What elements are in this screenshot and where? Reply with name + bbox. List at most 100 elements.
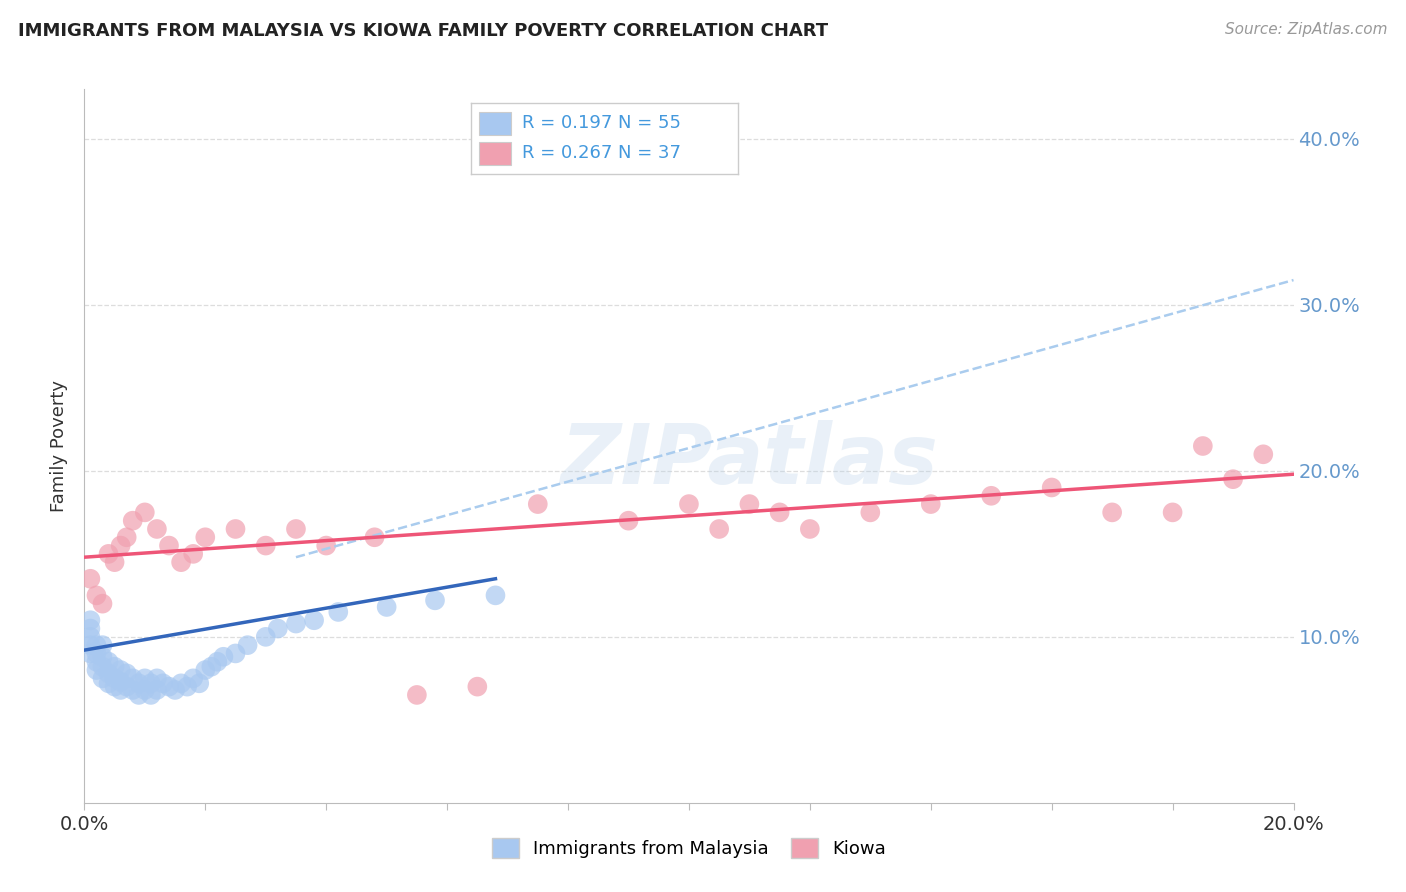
Point xyxy=(980,489,1002,503)
Point xyxy=(121,671,143,685)
Point xyxy=(188,676,211,690)
Point xyxy=(678,497,700,511)
Point xyxy=(1040,481,1063,495)
Point xyxy=(165,682,187,697)
Point xyxy=(181,547,204,561)
Text: IMMIGRANTS FROM MALAYSIA VS KIOWA FAMILY POVERTY CORRELATION CHART: IMMIGRANTS FROM MALAYSIA VS KIOWA FAMILY… xyxy=(18,22,828,40)
Point xyxy=(79,647,101,661)
Point xyxy=(207,655,229,669)
Point xyxy=(176,680,198,694)
Text: R = 0.197: R = 0.197 xyxy=(522,114,612,132)
Point xyxy=(134,682,156,697)
Bar xyxy=(479,112,512,135)
Point xyxy=(527,497,550,511)
Point xyxy=(79,630,101,644)
Point xyxy=(212,649,235,664)
Point xyxy=(285,522,308,536)
Point xyxy=(97,547,120,561)
Point xyxy=(86,588,108,602)
Point xyxy=(110,674,132,689)
Point xyxy=(115,530,138,544)
Point xyxy=(1192,439,1215,453)
Point xyxy=(91,649,114,664)
Point xyxy=(97,655,120,669)
Point xyxy=(146,671,169,685)
Point xyxy=(1101,505,1123,519)
Point xyxy=(406,688,429,702)
Point xyxy=(225,522,247,536)
Point xyxy=(91,597,114,611)
Point xyxy=(86,647,108,661)
Point xyxy=(315,539,337,553)
Point xyxy=(91,671,114,685)
Point xyxy=(134,671,156,685)
Point xyxy=(139,688,162,702)
Bar xyxy=(479,142,512,165)
Text: Source: ZipAtlas.com: Source: ZipAtlas.com xyxy=(1225,22,1388,37)
Point xyxy=(254,539,277,553)
Point xyxy=(97,666,120,681)
Point xyxy=(115,666,138,681)
Point xyxy=(104,555,127,569)
Point xyxy=(769,505,792,519)
Point xyxy=(200,659,222,673)
Point xyxy=(79,622,101,636)
Point xyxy=(1222,472,1244,486)
Point xyxy=(86,663,108,677)
Point xyxy=(799,522,821,536)
Point xyxy=(157,539,180,553)
Point xyxy=(363,530,385,544)
Point xyxy=(1253,447,1275,461)
Point xyxy=(121,514,143,528)
Point xyxy=(709,522,731,536)
Point xyxy=(285,616,308,631)
Point xyxy=(128,676,150,690)
Point xyxy=(115,680,138,694)
Point xyxy=(97,676,120,690)
Point xyxy=(423,593,446,607)
Point xyxy=(110,539,132,553)
Point xyxy=(139,676,162,690)
Point xyxy=(79,613,101,627)
Point xyxy=(157,680,180,694)
Point xyxy=(146,522,169,536)
Point xyxy=(181,671,204,685)
Y-axis label: Family Poverty: Family Poverty xyxy=(51,380,69,512)
Point xyxy=(91,659,114,673)
Point xyxy=(104,659,127,673)
Point xyxy=(859,505,882,519)
Point xyxy=(86,655,108,669)
Point xyxy=(110,682,132,697)
Point xyxy=(375,599,398,614)
Point xyxy=(121,682,143,697)
Point xyxy=(484,588,506,602)
Point xyxy=(1161,505,1184,519)
Text: ZIPatlas: ZIPatlas xyxy=(561,420,938,500)
Point xyxy=(170,676,193,690)
Point xyxy=(170,555,193,569)
Point xyxy=(302,613,325,627)
Point xyxy=(79,572,101,586)
Point xyxy=(79,638,101,652)
Point xyxy=(920,497,942,511)
Text: N = 37: N = 37 xyxy=(619,145,681,162)
Point xyxy=(104,671,127,685)
Legend: Immigrants from Malaysia, Kiowa: Immigrants from Malaysia, Kiowa xyxy=(485,830,893,865)
Point xyxy=(738,497,761,511)
Point xyxy=(152,676,174,690)
Point xyxy=(254,630,277,644)
Point xyxy=(110,663,132,677)
Point xyxy=(86,638,108,652)
Point xyxy=(146,682,169,697)
Point xyxy=(128,688,150,702)
Point xyxy=(104,680,127,694)
Text: N = 55: N = 55 xyxy=(619,114,681,132)
Point xyxy=(328,605,350,619)
Point xyxy=(467,680,489,694)
Text: R = 0.267: R = 0.267 xyxy=(522,145,612,162)
Point xyxy=(267,622,290,636)
Point xyxy=(236,638,259,652)
Point xyxy=(91,638,114,652)
Point xyxy=(194,663,217,677)
Point xyxy=(134,505,156,519)
